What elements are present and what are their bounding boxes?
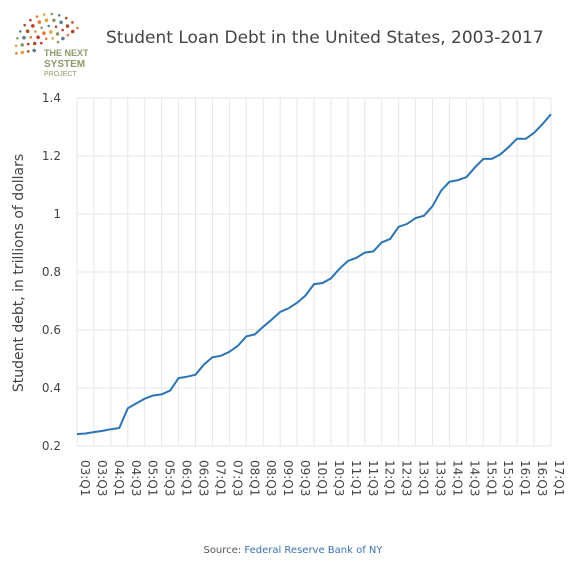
logo-dot — [14, 44, 18, 48]
logo-dot — [61, 36, 65, 41]
line-chart: 0.2 0.4 0.6 0.8 1 1.2 1.4 03:Q1 03:Q3 04:Q1 04:Q3… — [11, 91, 566, 496]
x-tick-label: 08:Q1 — [247, 460, 261, 496]
logo-dot — [19, 30, 22, 33]
x-tick-label: 15:Q1 — [484, 460, 498, 496]
x-tick-label: 04:Q3 — [129, 460, 143, 496]
logo-dot — [32, 41, 37, 46]
logo-dot — [42, 13, 46, 16]
y-tick-label: 0.6 — [42, 323, 61, 337]
x-tick-label: 06:Q1 — [180, 460, 194, 496]
logo-line-1: THE NEXT — [44, 48, 88, 58]
source-note: Source: Federal Reserve Bank of NY — [0, 545, 586, 556]
logo-dot — [36, 35, 40, 40]
logo-dot — [52, 18, 56, 23]
logo-dot — [56, 40, 60, 44]
source-label: Source: — [203, 545, 242, 556]
y-tick-label: 0.4 — [42, 381, 61, 395]
logo: THE NEXT SYSTEM PROJECT — [14, 6, 89, 78]
logo-dot — [34, 30, 37, 33]
logo-dot — [57, 14, 61, 17]
x-tick-label: 16:Q3 — [535, 460, 549, 496]
series-line — [76, 113, 552, 436]
x-tick-label: 09:Q1 — [281, 460, 295, 496]
logo-dot — [55, 32, 60, 36]
logo-dot — [40, 26, 43, 30]
logo-dot — [44, 37, 48, 41]
logo-dot — [22, 35, 26, 40]
logo-dot — [16, 37, 19, 40]
y-tick-label: 1 — [53, 207, 61, 221]
x-tick-label: 13:Q3 — [434, 460, 448, 496]
x-tick-label: 03:Q1 — [78, 460, 92, 496]
x-tick-label: 05:Q3 — [163, 460, 177, 496]
x-tick-label: 17:Q1 — [552, 460, 566, 496]
logo-line-2: SYSTEM — [44, 59, 85, 70]
x-tick-label: 05:Q1 — [146, 460, 160, 496]
logo-dot — [49, 30, 53, 34]
chart-title: Student Loan Debt in the United States, … — [106, 28, 544, 48]
y-tick-label: 1.2 — [42, 149, 61, 163]
logo-dot — [51, 37, 54, 40]
logo-dot — [61, 28, 64, 32]
logo-dot — [65, 24, 70, 28]
logo-dot — [35, 15, 39, 18]
logo-dot — [70, 29, 75, 34]
source-link[interactable]: Federal Reserve Bank of NY — [244, 545, 383, 556]
x-tick-label: 11:Q1 — [349, 460, 363, 496]
logo-dot — [54, 25, 58, 29]
logo-dot — [71, 21, 74, 24]
x-tick-label: 12:Q3 — [400, 460, 414, 496]
y-axis-ticks: 0.2 0.4 0.6 0.8 1 1.2 1.4 — [42, 91, 61, 453]
y-tick-label: 1.4 — [42, 91, 61, 105]
logo-dot — [50, 12, 54, 16]
logo-dot — [23, 23, 26, 27]
y-tick-label: 0.8 — [42, 265, 61, 279]
next-system-project-logo-icon: THE NEXT SYSTEM PROJECT — [14, 12, 89, 78]
x-tick-label: 16:Q1 — [518, 460, 532, 496]
logo-dot — [27, 50, 30, 53]
x-tick-label: 13:Q1 — [417, 460, 431, 496]
x-axis-ticks: 03:Q1 03:Q3 04:Q1 04:Q3 05:Q1 05:Q3 06:Q1 06:Q3… — [78, 460, 566, 496]
logo-dot — [31, 24, 35, 28]
logo-dot — [66, 33, 70, 37]
logo-dot — [44, 18, 49, 22]
logo-dot — [37, 20, 42, 24]
y-axis-label: Student debt, in trillions of dollars — [11, 154, 27, 392]
logo-dot — [20, 50, 25, 55]
logo-dot — [76, 26, 79, 30]
logo-dot — [25, 29, 30, 33]
logo-dot — [32, 48, 36, 53]
x-tick-label: 14:Q3 — [467, 460, 481, 496]
logo-dot — [29, 36, 33, 39]
logo-line-3: PROJECT — [44, 71, 77, 78]
x-tick-label: 04:Q1 — [112, 460, 126, 496]
logo-dot — [59, 20, 63, 25]
logo-dot — [64, 16, 68, 20]
y-tick-label: 0.2 — [42, 439, 61, 453]
x-tick-label: 03:Q3 — [95, 460, 109, 496]
x-tick-label: 14:Q1 — [450, 460, 464, 496]
logo-dot — [29, 18, 32, 22]
logo-dot — [40, 41, 43, 45]
logo-dot — [27, 42, 30, 46]
x-tick-label: 06:Q3 — [197, 460, 211, 496]
chart-grid — [76, 97, 552, 447]
x-tick-label: 07:Q1 — [213, 460, 227, 496]
x-tick-label: 10:Q1 — [315, 460, 329, 496]
x-tick-label: 11:Q3 — [366, 460, 380, 496]
x-tick-label: 07:Q3 — [230, 460, 244, 496]
x-tick-label: 10:Q3 — [332, 460, 346, 496]
logo-dot — [15, 52, 18, 55]
x-tick-label: 12:Q1 — [383, 460, 397, 496]
x-tick-label: 08:Q3 — [264, 460, 278, 496]
x-tick-label: 15:Q3 — [501, 460, 515, 496]
logo-dot — [20, 43, 24, 47]
logo-dot — [47, 24, 50, 28]
logo-dot — [42, 31, 46, 35]
x-tick-label: 09:Q3 — [298, 460, 312, 496]
